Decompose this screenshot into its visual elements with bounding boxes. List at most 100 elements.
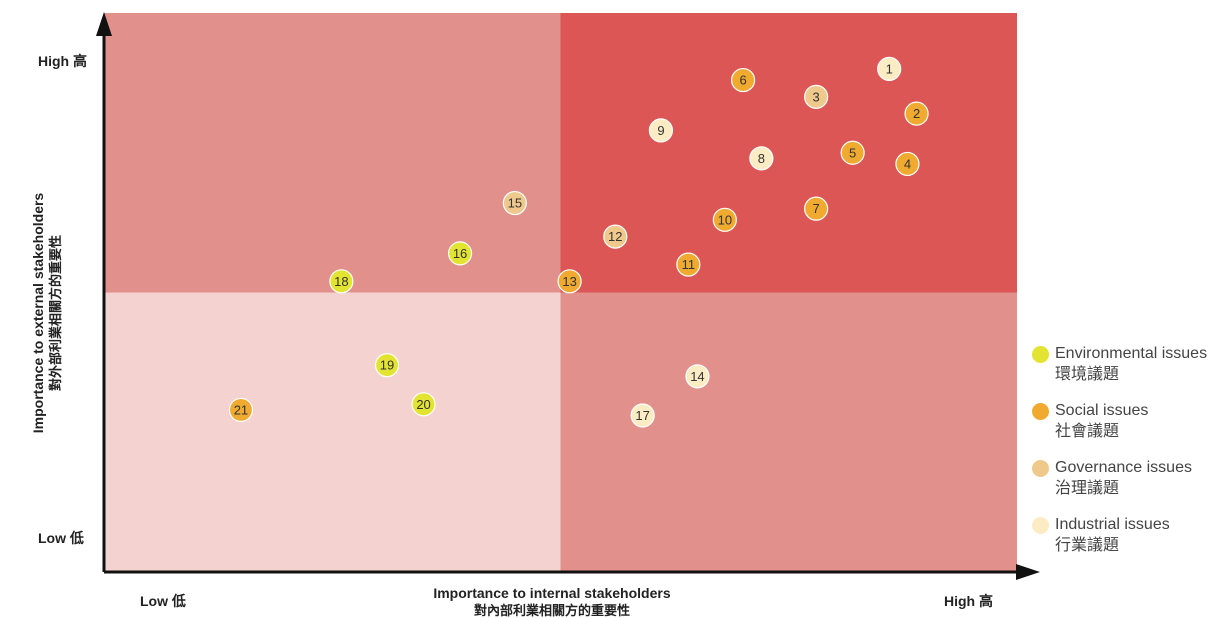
quadrant-bottom-left [104,292,561,572]
data-point-4: 4 [895,151,920,177]
data-point-17: 17 [630,403,655,428]
legend-item-social: Social issues 社會議題 [1032,400,1222,457]
data-point-12: 12 [603,224,628,249]
legend-text-social-zh: 社會議題 [1055,423,1120,440]
data-point-label: 1 [886,61,893,76]
data-point-2: 2 [904,101,929,126]
data-point-label: 3 [813,89,820,104]
data-point-label: 10 [718,212,732,227]
data-point-label: 2 [913,106,920,121]
data-point-marker [374,353,400,378]
x-axis-label-zh: 對內部利業相關方的重要性 [474,603,630,618]
data-point-label: 15 [508,196,522,211]
data-point-marker [877,56,902,82]
data-point-marker [840,140,865,165]
legend-text-environmental: Environmental issues [1055,345,1208,362]
data-point-16: 16 [447,241,473,266]
data-point-11: 11 [676,252,701,277]
legend-dot-environmental [1032,346,1049,363]
legend-text-governance: Governance issues [1055,459,1192,476]
data-point-marker [749,146,774,171]
y-axis-label: Importance to external stakeholders [30,193,46,434]
data-point-marker [447,241,473,266]
y-tick-low: Low 低 [38,530,84,546]
y-axis-label-zh: 對外部利業相關方的重要性 [48,235,63,391]
data-point-3: 3 [804,84,829,109]
data-point-label: 11 [682,257,696,272]
legend-text-industrial: Industrial issues [1055,516,1170,533]
data-point-label: 4 [904,156,911,171]
data-point-label: 6 [739,73,746,88]
data-point-marker [603,224,628,249]
legend-text-social: Social issues [1055,402,1149,419]
data-point-marker [329,269,354,294]
data-point-label: 21 [234,402,248,417]
quadrant-top-right [560,13,1017,293]
data-point-marker [804,196,829,221]
data-point-marker [648,118,674,143]
legend-label-social: Social issues 社會議題 [1055,400,1148,442]
data-point-20: 20 [411,392,436,417]
legend-label-governance: Governance issues 治理議題 [1055,457,1192,499]
legend-dot-governance [1032,460,1049,477]
data-point-10: 10 [712,207,737,232]
data-point-label: 8 [758,151,765,166]
data-point-label: 20 [416,397,430,412]
data-point-label: 19 [380,358,394,373]
data-point-label: 18 [334,274,348,289]
legend-text-industrial-zh: 行業議題 [1055,537,1120,554]
data-point-marker [676,252,701,277]
data-point-marker [895,151,920,177]
data-point-marker [228,397,254,422]
quadrant-top-left [104,13,561,293]
legend-item-environmental: Environmental issues 環境議題 [1032,343,1222,400]
legend-item-industrial: Industrial issues 行業議題 [1032,514,1222,571]
data-point-19: 19 [374,353,400,378]
data-point-label: 16 [453,246,467,261]
x-tick-high: High 高 [944,593,993,609]
data-point-label: 12 [608,229,622,244]
data-point-14: 14 [685,364,710,389]
data-point-9: 9 [648,118,674,143]
data-point-marker [502,190,527,216]
legend-text-environmental-zh: 環境議題 [1055,366,1120,383]
legend-item-governance: Governance issues 治理議題 [1032,457,1222,514]
y-axis-arrow [96,12,112,36]
legend-label-environmental: Environmental issues 環境議題 [1055,343,1207,385]
data-point-marker [685,364,710,389]
data-point-1: 1 [877,56,902,82]
legend-dot-social [1032,403,1049,420]
data-point-marker [712,207,737,232]
data-point-8: 8 [749,146,774,171]
data-point-7: 7 [804,196,829,221]
legend-dot-industrial [1032,517,1049,534]
x-axis-arrow [1016,564,1040,580]
data-point-13: 13 [557,269,582,294]
legend: Environmental issues 環境議題 Social issues … [1032,343,1222,571]
x-axis-label: Importance to internal stakeholders [433,585,670,601]
data-point-marker [904,101,929,126]
data-point-label: 7 [813,201,820,216]
data-point-marker [804,84,829,109]
data-point-label: 17 [635,408,649,423]
data-point-5: 5 [840,140,865,165]
data-point-15: 15 [502,190,527,216]
data-point-label: 14 [690,369,704,384]
legend-label-industrial: Industrial issues 行業議題 [1055,514,1170,556]
y-tick-high: High 高 [38,53,87,69]
data-point-label: 13 [562,274,576,289]
data-point-marker [557,269,582,294]
data-point-6: 6 [730,67,756,93]
data-point-21: 21 [228,397,254,422]
x-tick-low: Low 低 [140,593,186,609]
quadrant-bottom-right [560,292,1017,572]
data-point-marker [630,403,655,428]
data-point-label: 5 [849,145,856,160]
data-point-18: 18 [329,269,354,294]
data-point-label: 9 [657,123,664,138]
legend-text-governance-zh: 治理議題 [1055,480,1120,497]
data-point-marker [411,392,436,417]
